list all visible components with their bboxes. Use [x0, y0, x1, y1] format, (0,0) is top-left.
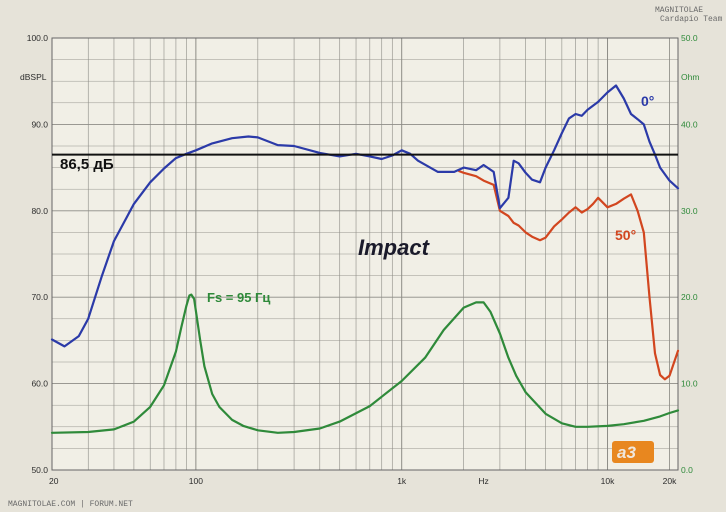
- left-tick-label: 100.0: [27, 33, 49, 43]
- watermark-bottom: MAGNITOLAE.COM | FORUM.NET: [8, 500, 133, 509]
- x-tick-label: Hz: [478, 476, 488, 486]
- series-50deg-curve: [458, 170, 680, 381]
- right-tick-label: 0.0: [681, 465, 693, 475]
- impedance-curve: [50, 293, 680, 434]
- reference-label: 86,5 дБ: [60, 156, 114, 173]
- watermark-top-sub: Cardapio Team: [660, 15, 723, 24]
- right-tick-label: 30.0: [681, 206, 698, 216]
- left-tick-label: 80.0: [31, 206, 48, 216]
- chart-title: Impact: [358, 235, 431, 260]
- label-0deg: 0°: [641, 93, 654, 109]
- x-tick-label: 20: [49, 476, 59, 486]
- right-tick-label: 40.0: [681, 119, 698, 129]
- x-tick-label: 1k: [397, 476, 407, 486]
- right-tick-label: 10.0: [681, 379, 698, 389]
- x-tick-label: 20k: [663, 476, 677, 486]
- x-tick-label: 10k: [601, 476, 615, 486]
- logo-badge: a3: [612, 441, 654, 463]
- right-axis: 0.0 10.0 20.0 30.0 40.0 50.0: [681, 33, 698, 475]
- left-axis-label: dBSPL: [20, 72, 47, 82]
- x-axis: 20 100 1k Hz 10k 20k: [49, 476, 677, 486]
- left-tick-label: 70.0: [31, 292, 48, 302]
- right-axis-label: Ohm: [681, 72, 699, 82]
- left-tick-label: 50.0: [31, 465, 48, 475]
- x-tick-label: 100: [189, 476, 203, 486]
- left-tick-label: 90.0: [31, 119, 48, 129]
- logo-text: a3: [617, 443, 636, 462]
- right-tick-label: 50.0: [681, 33, 698, 43]
- left-axis: 50.0 60.0 70.0 80.0 90.0 100.0: [27, 33, 49, 475]
- label-fs: Fs = 95 Гц: [207, 290, 270, 305]
- right-tick-label: 20.0: [681, 292, 698, 302]
- left-tick-label: 60.0: [31, 379, 48, 389]
- plot-frame: [51, 37, 679, 471]
- watermark-top: MAGNITOLAE: [655, 6, 703, 15]
- label-50deg: 50°: [615, 227, 636, 243]
